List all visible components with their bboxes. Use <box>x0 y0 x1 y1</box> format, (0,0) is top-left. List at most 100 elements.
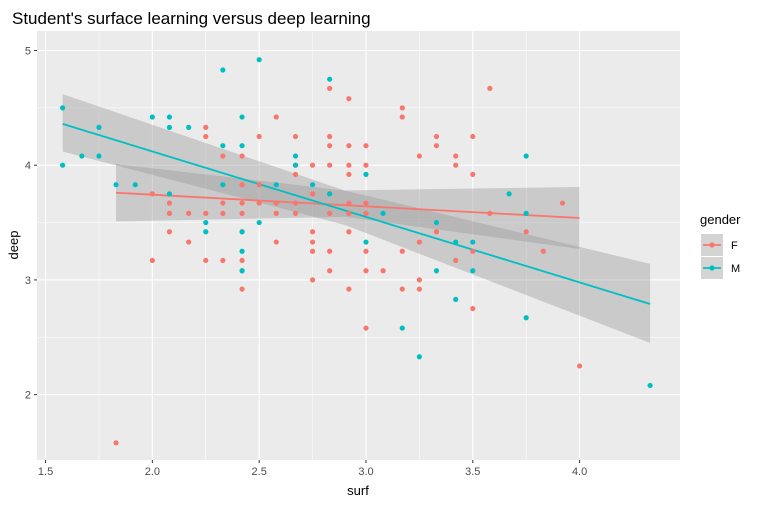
data-point-M <box>273 182 279 188</box>
x-axis-title: surf <box>347 483 369 498</box>
data-point-M <box>433 268 440 274</box>
data-point-F <box>416 277 422 283</box>
data-point-M <box>60 105 66 111</box>
y-tick-label: 3 <box>25 275 31 287</box>
data-point-F <box>186 210 192 216</box>
data-point-F <box>346 143 352 149</box>
data-point-F <box>256 200 262 206</box>
data-point-M <box>132 182 138 188</box>
data-point-F <box>273 114 279 120</box>
data-point-M <box>256 57 262 63</box>
data-point-F <box>327 162 333 168</box>
data-point-F <box>327 248 333 254</box>
data-point-M <box>166 124 173 130</box>
data-point-M <box>220 143 226 149</box>
data-point-F <box>220 210 226 216</box>
data-point-M <box>309 182 316 188</box>
data-point-F <box>292 171 299 177</box>
x-axis-ticks: 1.5 2.0 2.5 3.0 3.5 4.0 <box>38 460 587 478</box>
fit-line-M <box>62 123 651 305</box>
data-point-F <box>327 85 333 91</box>
data-point-F <box>203 133 209 140</box>
data-point-F <box>149 191 155 197</box>
data-point-F <box>346 200 352 206</box>
chart-title: Student's surface learning versus deep l… <box>12 9 371 28</box>
legend: gender FM <box>700 212 741 279</box>
data-point-F <box>363 325 369 331</box>
data-point-M <box>220 182 226 188</box>
data-point-F <box>416 286 422 292</box>
data-point-F <box>346 171 352 177</box>
data-point-F <box>273 210 279 216</box>
data-point-M <box>96 124 102 130</box>
data-point-F <box>220 153 226 159</box>
data-point-M <box>96 153 102 159</box>
data-point-F <box>399 105 405 111</box>
data-point-F <box>433 143 440 149</box>
data-point-M <box>470 239 476 245</box>
y-tick-label: 4 <box>25 160 31 172</box>
data-point-M <box>292 153 299 159</box>
data-point-F <box>470 305 476 312</box>
data-point-M <box>523 210 529 216</box>
data-point-F <box>399 286 405 292</box>
data-point-F <box>166 210 173 216</box>
data-point-M <box>60 162 66 168</box>
data-point-M <box>433 219 440 226</box>
data-point-F <box>453 153 459 159</box>
data-point-M <box>327 191 333 197</box>
data-point-F <box>292 133 299 140</box>
x-tick-label: 2.0 <box>145 466 160 478</box>
data-point-F <box>416 153 422 159</box>
data-point-F <box>292 200 299 206</box>
data-point-F <box>220 257 226 264</box>
data-point-F <box>256 182 262 188</box>
data-point-M <box>380 210 386 216</box>
data-point-F <box>399 114 405 120</box>
data-point-F <box>523 229 529 235</box>
y-tick-label: 5 <box>25 46 31 58</box>
data-point-M <box>79 153 85 159</box>
data-point-F <box>113 440 119 446</box>
data-point-M <box>453 239 459 245</box>
data-point-F <box>309 191 316 197</box>
data-point-F <box>239 200 245 206</box>
confidence-bands <box>62 94 651 344</box>
data-point-F <box>363 210 369 216</box>
data-point-M <box>166 191 173 197</box>
data-point-F <box>239 182 245 188</box>
data-point-M <box>416 354 422 360</box>
plot-panel <box>37 31 680 460</box>
data-point-M <box>453 296 459 303</box>
data-point-F <box>309 248 316 254</box>
legend-label-F: F <box>731 240 738 252</box>
data-point-M <box>327 76 333 82</box>
data-point-F <box>416 239 422 245</box>
data-point-F <box>399 248 405 254</box>
grid <box>37 31 680 460</box>
data-point-F <box>220 200 226 206</box>
data-point-F <box>363 268 369 274</box>
data-point-F <box>239 257 245 264</box>
y-axis-title: deep <box>6 231 21 260</box>
data-point-F <box>203 257 209 264</box>
data-point-F <box>470 133 476 140</box>
data-point-M <box>239 229 245 235</box>
data-point-F <box>433 133 440 140</box>
data-point-F <box>273 200 279 206</box>
data-point-F <box>559 200 566 206</box>
x-tick-label: 4.0 <box>572 466 587 478</box>
data-point-F <box>203 210 209 216</box>
data-point-F <box>239 210 245 216</box>
data-point-F <box>363 143 369 149</box>
x-tick-label: 3.5 <box>465 466 480 478</box>
data-point-M <box>166 114 173 120</box>
data-point-M <box>220 67 226 73</box>
data-point-F <box>576 363 583 369</box>
legend-label-M: M <box>731 263 740 275</box>
data-point-F <box>166 229 173 235</box>
data-point-F <box>327 143 333 149</box>
data-point-M <box>470 268 476 274</box>
data-point-M <box>239 114 245 120</box>
